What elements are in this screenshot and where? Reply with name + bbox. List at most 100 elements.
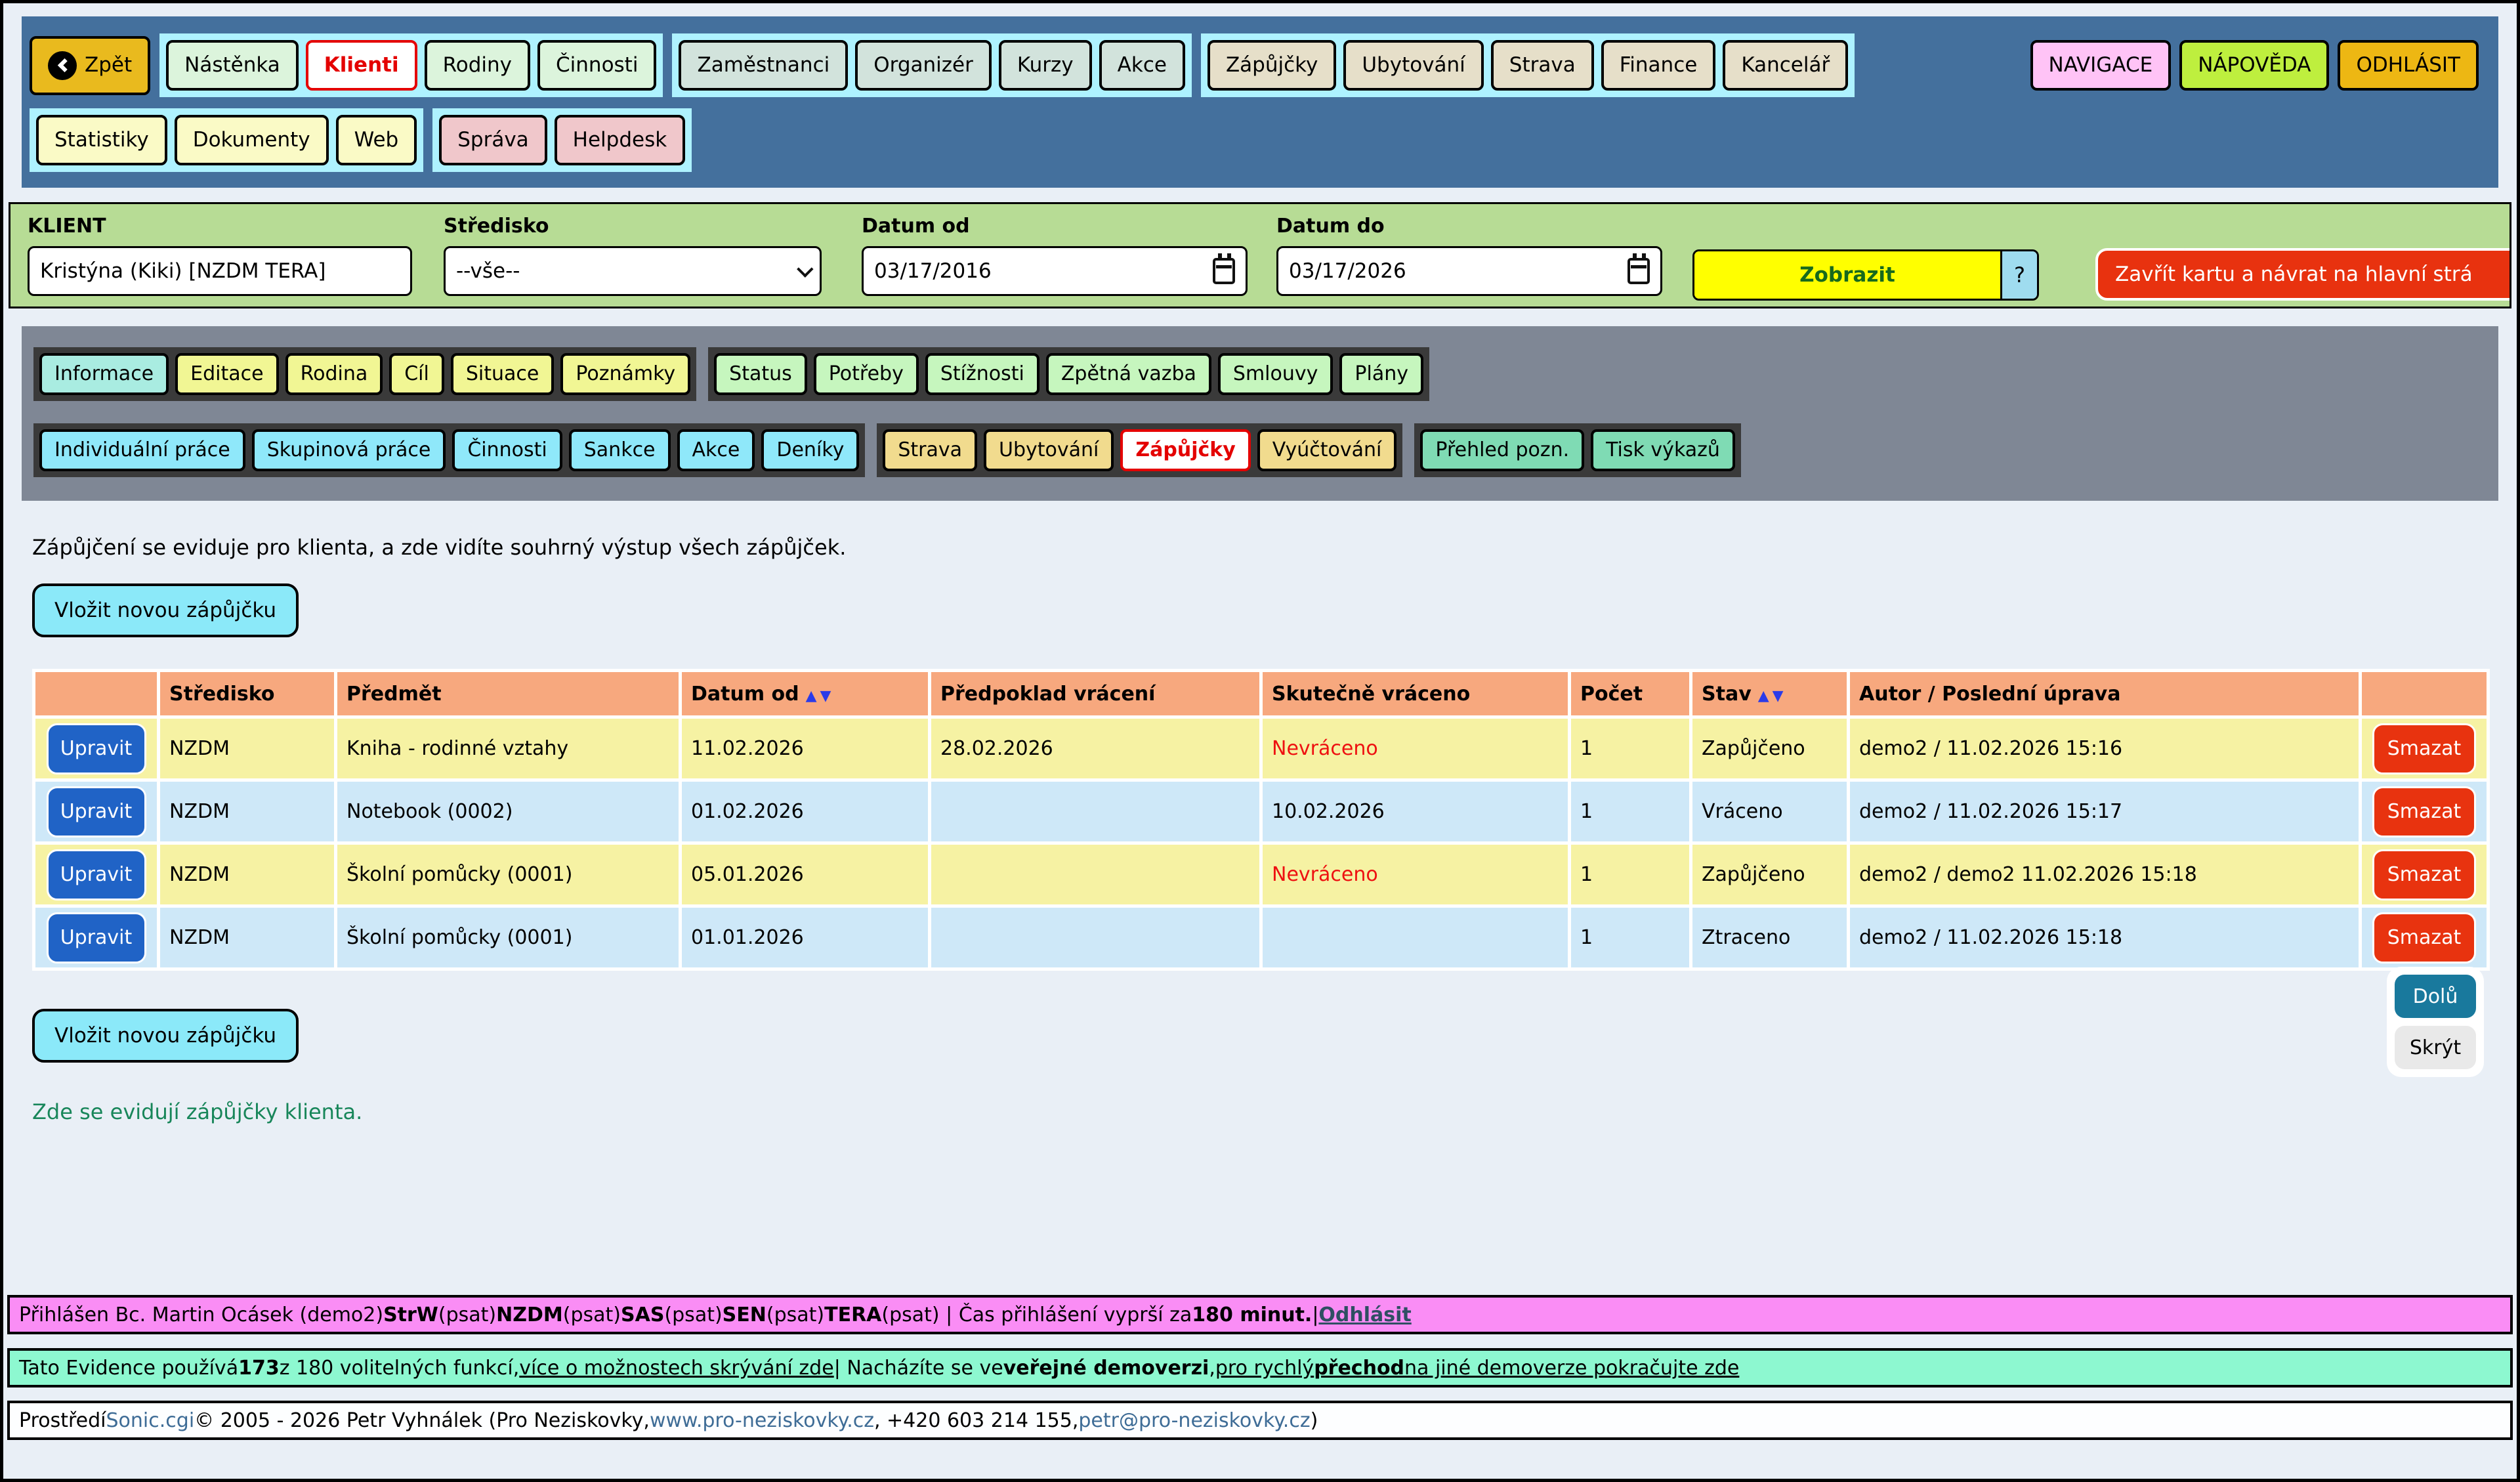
tab-cinnosti[interactable]: Činnosti xyxy=(452,429,562,471)
nav-statistiky[interactable]: Statistiky xyxy=(36,115,167,165)
email-link[interactable]: petr@pro-neziskovky.cz xyxy=(1078,1408,1311,1432)
klient-label: KLIENT xyxy=(28,215,106,238)
demo-switch-link-tail[interactable]: na jiné demoverze pokračujte zde xyxy=(1404,1356,1740,1380)
tab-smlouvy[interactable]: Smlouvy xyxy=(1217,353,1334,395)
back-arrow-icon xyxy=(48,51,77,80)
tab-prehled-pozn[interactable]: Přehled pozn. xyxy=(1420,429,1585,471)
delete-button[interactable]: Smazat xyxy=(2372,723,2476,774)
zobrazit-button[interactable]: Zobrazit xyxy=(1694,251,2000,299)
header-predmet: Předmět xyxy=(337,672,679,715)
edit-button[interactable]: Upravit xyxy=(46,849,146,900)
session-bar: Přihlášen Bc. Martin Ocásek (demo2) StrW… xyxy=(7,1295,2513,1334)
nav-zapujcky[interactable]: Zápůjčky xyxy=(1207,40,1337,91)
stredisko-select[interactable]: --vše-- xyxy=(444,246,822,296)
tab-informace[interactable]: Informace xyxy=(39,353,169,395)
tab-status[interactable]: Status xyxy=(714,353,807,395)
hide-options-link[interactable]: více o možnostech skrývání zde xyxy=(519,1356,834,1380)
hide-widget-button[interactable]: Skrýt xyxy=(2395,1026,2476,1069)
nav-strava[interactable]: Strava xyxy=(1490,40,1594,91)
nav-organizer[interactable]: Organizér xyxy=(855,40,992,91)
cell-skutecne: 10.02.2026 xyxy=(1263,782,1568,841)
sort-arrows-datum-od[interactable]: ▲▼ xyxy=(805,687,835,704)
scroll-down-button[interactable]: Dolů xyxy=(2395,975,2476,1018)
demo-switch-link-bold[interactable]: přechod xyxy=(1314,1356,1405,1380)
chevron-down-icon xyxy=(797,261,814,278)
edit-button[interactable]: Upravit xyxy=(46,786,146,837)
nav-dokumenty[interactable]: Dokumenty xyxy=(174,115,329,165)
nav-zamestnanci[interactable]: Zaměstnanci xyxy=(679,40,849,91)
tab-strava[interactable]: Strava xyxy=(883,429,978,471)
loans-table: Středisko Předmět Datum od ▲▼ Předpoklad … xyxy=(32,669,2490,971)
demo-info-bar: Tato Evidence používá 173 z 180 voliteln… xyxy=(7,1348,2513,1387)
filter-klient: KLIENT xyxy=(28,215,444,296)
nav-kurzy[interactable]: Kurzy xyxy=(998,40,1092,91)
nav-finance[interactable]: Finance xyxy=(1601,40,1716,91)
tab-sankce[interactable]: Sankce xyxy=(568,429,671,471)
header-autor: Autor / Poslední úprava xyxy=(1850,672,2359,715)
nav-sprava[interactable]: Správa xyxy=(439,115,547,165)
logout-link[interactable]: Odhlásit xyxy=(1318,1303,1412,1326)
tab-situace[interactable]: Situace xyxy=(450,353,555,395)
tab-vyuctovani[interactable]: Vyúčtování xyxy=(1257,429,1397,471)
tab-row-2: Individuální práce Skupinová práce Činno… xyxy=(33,423,2498,477)
navbar-row-1: Zpět Nástěnka Klienti Rodiny Činnosti Za… xyxy=(30,33,2479,97)
tab-ubytovani[interactable]: Ubytování xyxy=(984,429,1114,471)
tab-stiznosti[interactable]: Stížnosti xyxy=(925,353,1040,395)
klient-input[interactable] xyxy=(40,259,400,283)
tab-plany[interactable]: Plány xyxy=(1339,353,1423,395)
nav-kancelar[interactable]: Kancelář xyxy=(1723,40,1849,91)
nav-odhlasit[interactable]: ODHLÁSIT xyxy=(2338,40,2479,91)
nav-rodiny[interactable]: Rodiny xyxy=(424,40,531,91)
tab-zapujcky[interactable]: Zápůjčky xyxy=(1120,429,1251,471)
nav-web[interactable]: Web xyxy=(335,115,417,165)
sonic-link[interactable]: Sonic.cgi xyxy=(106,1408,195,1432)
website-link[interactable]: www.pro-neziskovky.cz xyxy=(649,1408,874,1432)
table-header-row: Středisko Předmět Datum od ▲▼ Předpoklad … xyxy=(35,672,2487,715)
cell-datum-od: 01.01.2026 xyxy=(682,908,928,967)
tab-cil[interactable]: Cíl xyxy=(389,353,444,395)
close-card-button[interactable]: Zavřít kartu a návrat na hlavní strá xyxy=(2095,248,2510,301)
nav-napoveda[interactable]: NÁPOVĚDA xyxy=(2179,40,2330,91)
nav-klienti[interactable]: Klienti xyxy=(305,40,417,91)
edit-button[interactable]: Upravit xyxy=(46,723,146,774)
table-row: Upravit NZDM Notebook (0002) 01.02.2026 … xyxy=(35,782,2487,841)
spacer xyxy=(3,308,2517,326)
tab-deniky[interactable]: Deníky xyxy=(761,429,860,471)
add-loan-button-bottom[interactable]: Vložit novou zápůjčku xyxy=(32,1009,299,1063)
nav-group-people: Zaměstnanci Organizér Kurzy Akce xyxy=(672,33,1192,97)
tab-zpetna-vazba[interactable]: Zpětná vazba xyxy=(1045,353,1211,395)
tab-tisk-vykazu[interactable]: Tisk výkazů xyxy=(1591,429,1735,471)
datum-od-input[interactable] xyxy=(874,259,1205,283)
tab-potreby[interactable]: Potřeby xyxy=(813,353,919,395)
tab-akce[interactable]: Akce xyxy=(677,429,755,471)
nav-navigace[interactable]: NAVIGACE xyxy=(2030,40,2172,91)
tab-poznamky[interactable]: Poznámky xyxy=(560,353,691,395)
add-loan-button-top[interactable]: Vložit novou zápůjčku xyxy=(32,583,299,637)
tab-skupinova-prace[interactable]: Skupinová práce xyxy=(251,429,446,471)
cell-skutecne xyxy=(1263,908,1568,967)
demo-switch-link[interactable]: pro rychlý xyxy=(1215,1356,1314,1380)
nav-nastenka[interactable]: Nástěnka xyxy=(166,40,299,91)
help-button[interactable]: ? xyxy=(2000,251,2037,299)
calendar-icon[interactable] xyxy=(1628,253,1650,284)
nav-helpdesk[interactable]: Helpdesk xyxy=(554,115,686,165)
cell-datum-od: 05.01.2026 xyxy=(682,845,928,904)
delete-button[interactable]: Smazat xyxy=(2372,849,2476,900)
delete-button[interactable]: Smazat xyxy=(2372,912,2476,963)
nav-akce[interactable]: Akce xyxy=(1099,40,1185,91)
cell-predmet: Školní pomůcky (0001) xyxy=(337,908,679,967)
tab-editace[interactable]: Editace xyxy=(175,353,279,395)
datum-do-input[interactable] xyxy=(1289,259,1620,283)
nav-ubytovani[interactable]: Ubytování xyxy=(1343,40,1484,91)
calendar-icon[interactable] xyxy=(1213,253,1235,284)
edit-button[interactable]: Upravit xyxy=(46,912,146,963)
sort-arrows-stav[interactable]: ▲▼ xyxy=(1757,687,1787,704)
delete-button[interactable]: Smazat xyxy=(2372,786,2476,837)
cell-predpoklad: 28.02.2026 xyxy=(931,719,1259,778)
cell-pocet: 1 xyxy=(1571,845,1689,904)
nav-cinnosti[interactable]: Činnosti xyxy=(537,40,657,91)
credits-bar: Prostředí Sonic.cgi © 2005 - 2026 Petr V… xyxy=(7,1401,2513,1440)
tab-rodina[interactable]: Rodina xyxy=(285,353,383,395)
back-button[interactable]: Zpět xyxy=(30,35,151,95)
tab-individualni-prace[interactable]: Individuální práce xyxy=(39,429,245,471)
